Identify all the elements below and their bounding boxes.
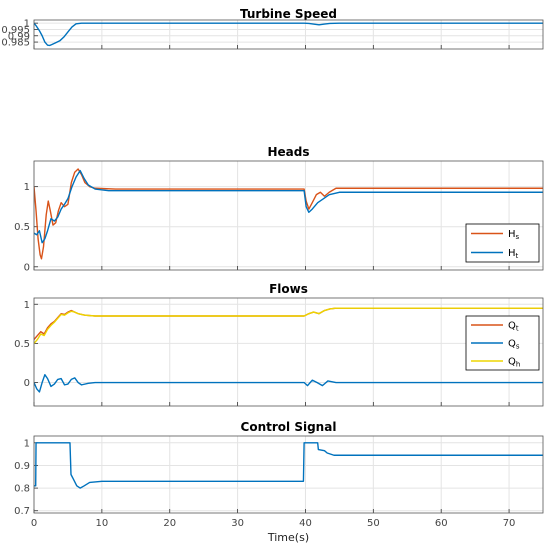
legend-box xyxy=(465,223,540,263)
x-tick-label: 0 xyxy=(31,518,37,529)
series-line-0 xyxy=(34,22,543,47)
x-tick-label: 50 xyxy=(367,518,380,529)
y-tick-label: 0.9 xyxy=(14,461,30,472)
x-tick-label: 40 xyxy=(299,518,312,529)
series-line-qs xyxy=(34,374,543,393)
legend-label: Hs xyxy=(508,229,520,241)
y-tick-label: 0.5 xyxy=(14,222,30,233)
axes-box xyxy=(33,435,544,514)
y-tick-label: 0.7 xyxy=(14,506,30,517)
x-tick-label: 30 xyxy=(231,518,244,529)
y-tick-label: 1 xyxy=(24,19,30,30)
panel-2: Flows 1 0.5 0 Qt Qs Qh xyxy=(14,282,544,407)
y-tick-label: 0.985 xyxy=(1,38,30,49)
axes-box xyxy=(33,297,544,407)
y-tick-label: 0.8 xyxy=(14,484,30,495)
y-tick-label: 0.995 xyxy=(1,25,30,36)
axes-box xyxy=(33,160,544,271)
y-tick-label: 0.5 xyxy=(14,339,30,350)
series-line-hs xyxy=(34,168,543,260)
y-tick-label: 0 xyxy=(24,262,30,273)
legend: Hs Ht xyxy=(465,223,540,263)
legend-label: Qs xyxy=(508,339,520,351)
x-tick-label: 20 xyxy=(163,518,176,529)
panel-title: Flows xyxy=(269,282,308,296)
y-tick-label: 0.99 xyxy=(8,31,30,42)
plot-area xyxy=(34,20,543,49)
x-tick-label: 70 xyxy=(503,518,516,529)
x-axis-label: Time(s) xyxy=(267,531,309,544)
axes-box xyxy=(33,19,544,50)
panel-1: Heads 1 0.5 0 Hs Ht xyxy=(14,145,544,273)
series-line-ht xyxy=(34,169,543,244)
y-tick-label: 1 xyxy=(24,438,30,449)
legend-label: Ht xyxy=(508,248,519,260)
panel-title: Turbine Speed xyxy=(240,7,337,21)
panel-3: Control Signal 1 0.9 0.8 0.70 10 20 30 40 50 60 70 T… xyxy=(14,420,544,544)
series-line-qh xyxy=(34,307,543,344)
y-tick-label: 0 xyxy=(24,378,30,389)
legend-label: Qt xyxy=(508,321,519,333)
x-tick-label: 10 xyxy=(95,518,108,529)
series-line-0 xyxy=(34,442,543,489)
panel-title: Control Signal xyxy=(241,420,337,434)
plot-area xyxy=(34,161,543,270)
y-tick-label: 1 xyxy=(24,300,30,311)
y-tick-label: 1 xyxy=(24,182,30,193)
plot-area xyxy=(34,436,543,513)
x-tick-label: 60 xyxy=(435,518,448,529)
legend: Qt Qs Qh xyxy=(465,315,540,371)
legend-label: Qh xyxy=(508,357,520,369)
panel-title: Heads xyxy=(267,145,309,159)
